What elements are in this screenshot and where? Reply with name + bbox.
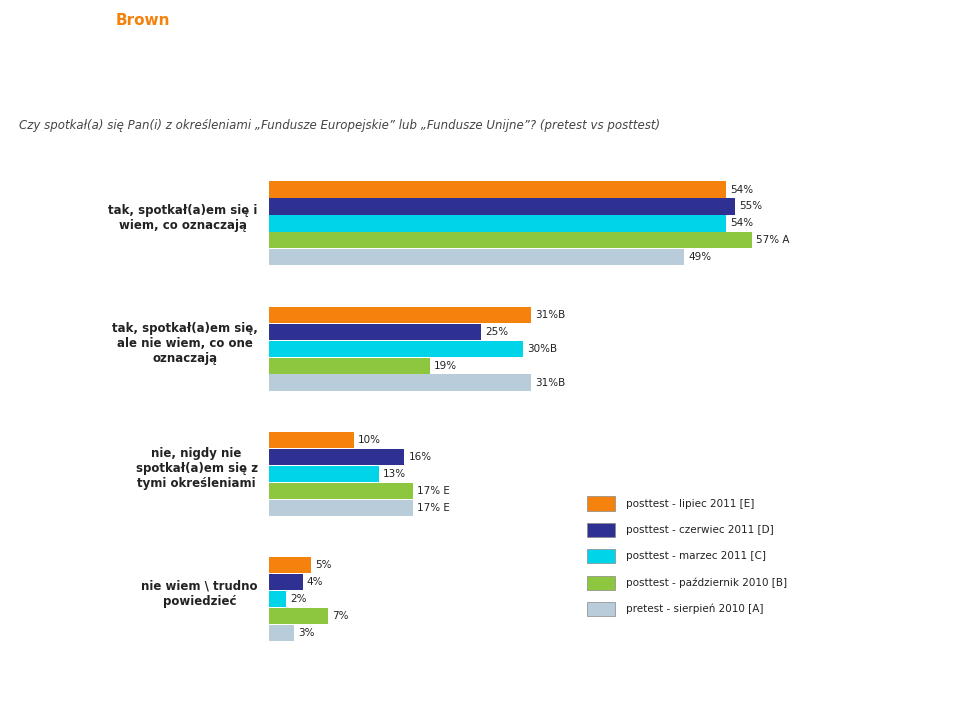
Text: 19%: 19%: [434, 361, 457, 371]
Text: posttest - październik 2010 [B]: posttest - październik 2010 [B]: [626, 577, 787, 588]
Text: 16%: 16%: [409, 452, 432, 462]
Text: Czy spotkał(a) się Pan(i) z określeniami „Fundusze Europejskie” lub „Fundusze Un: Czy spotkał(a) się Pan(i) z określeniami…: [19, 120, 660, 132]
Bar: [269, 557, 311, 573]
Bar: [269, 323, 481, 340]
Text: Znajomość pojęcia Fundusze Europejskie/Fundusze Unijne – Polska Wschodnia: Znajomość pojęcia Fundusze Europejskie/F…: [19, 71, 910, 91]
Text: Brown: Brown: [115, 13, 170, 28]
Bar: [269, 181, 726, 197]
Text: 7%: 7%: [332, 611, 348, 621]
Text: 55%: 55%: [739, 202, 762, 212]
Bar: [269, 625, 294, 642]
Bar: [269, 432, 353, 448]
Text: posttest - lipiec 2011 [E]: posttest - lipiec 2011 [E]: [626, 498, 755, 508]
Bar: [269, 249, 684, 266]
Bar: [269, 358, 430, 374]
Bar: [269, 591, 286, 607]
FancyBboxPatch shape: [587, 575, 615, 590]
Text: 54%: 54%: [731, 218, 754, 228]
Bar: [269, 233, 752, 248]
Bar: [269, 574, 302, 590]
Bar: [269, 215, 726, 232]
Bar: [269, 500, 413, 516]
Bar: [269, 449, 404, 465]
Text: 31%B: 31%B: [536, 377, 565, 387]
Text: 57% A: 57% A: [756, 235, 789, 246]
Text: 17% E: 17% E: [417, 486, 450, 496]
FancyBboxPatch shape: [587, 602, 615, 616]
FancyBboxPatch shape: [587, 523, 615, 537]
Text: 3%: 3%: [299, 628, 315, 638]
Text: 49%: 49%: [688, 252, 711, 262]
Text: Millward: Millward: [53, 13, 126, 28]
Bar: [269, 198, 734, 215]
Text: posttest - marzec 2011 [C]: posttest - marzec 2011 [C]: [626, 552, 766, 562]
Text: 31%B: 31%B: [536, 310, 565, 320]
Text: 4%: 4%: [307, 577, 324, 588]
Text: 54%: 54%: [731, 184, 754, 194]
Bar: [269, 307, 532, 323]
Text: pretest - sierpień 2010 [A]: pretest - sierpień 2010 [A]: [626, 604, 763, 614]
Text: 2%: 2%: [290, 594, 306, 604]
FancyBboxPatch shape: [587, 496, 615, 510]
Text: 25%: 25%: [485, 327, 508, 337]
Text: 10%: 10%: [358, 435, 381, 445]
Text: 30%B: 30%B: [527, 343, 557, 354]
Bar: [269, 466, 379, 482]
FancyBboxPatch shape: [587, 549, 615, 564]
Text: SMG/KRC: SMG/KRC: [53, 32, 117, 45]
Text: posttest - czerwiec 2011 [D]: posttest - czerwiec 2011 [D]: [626, 525, 774, 535]
Text: 13%: 13%: [383, 469, 406, 479]
Bar: [269, 483, 413, 499]
Bar: [269, 608, 328, 624]
Bar: [269, 341, 523, 357]
Text: 17% E: 17% E: [417, 503, 450, 513]
Text: 5%: 5%: [316, 560, 332, 570]
Bar: [269, 374, 532, 391]
